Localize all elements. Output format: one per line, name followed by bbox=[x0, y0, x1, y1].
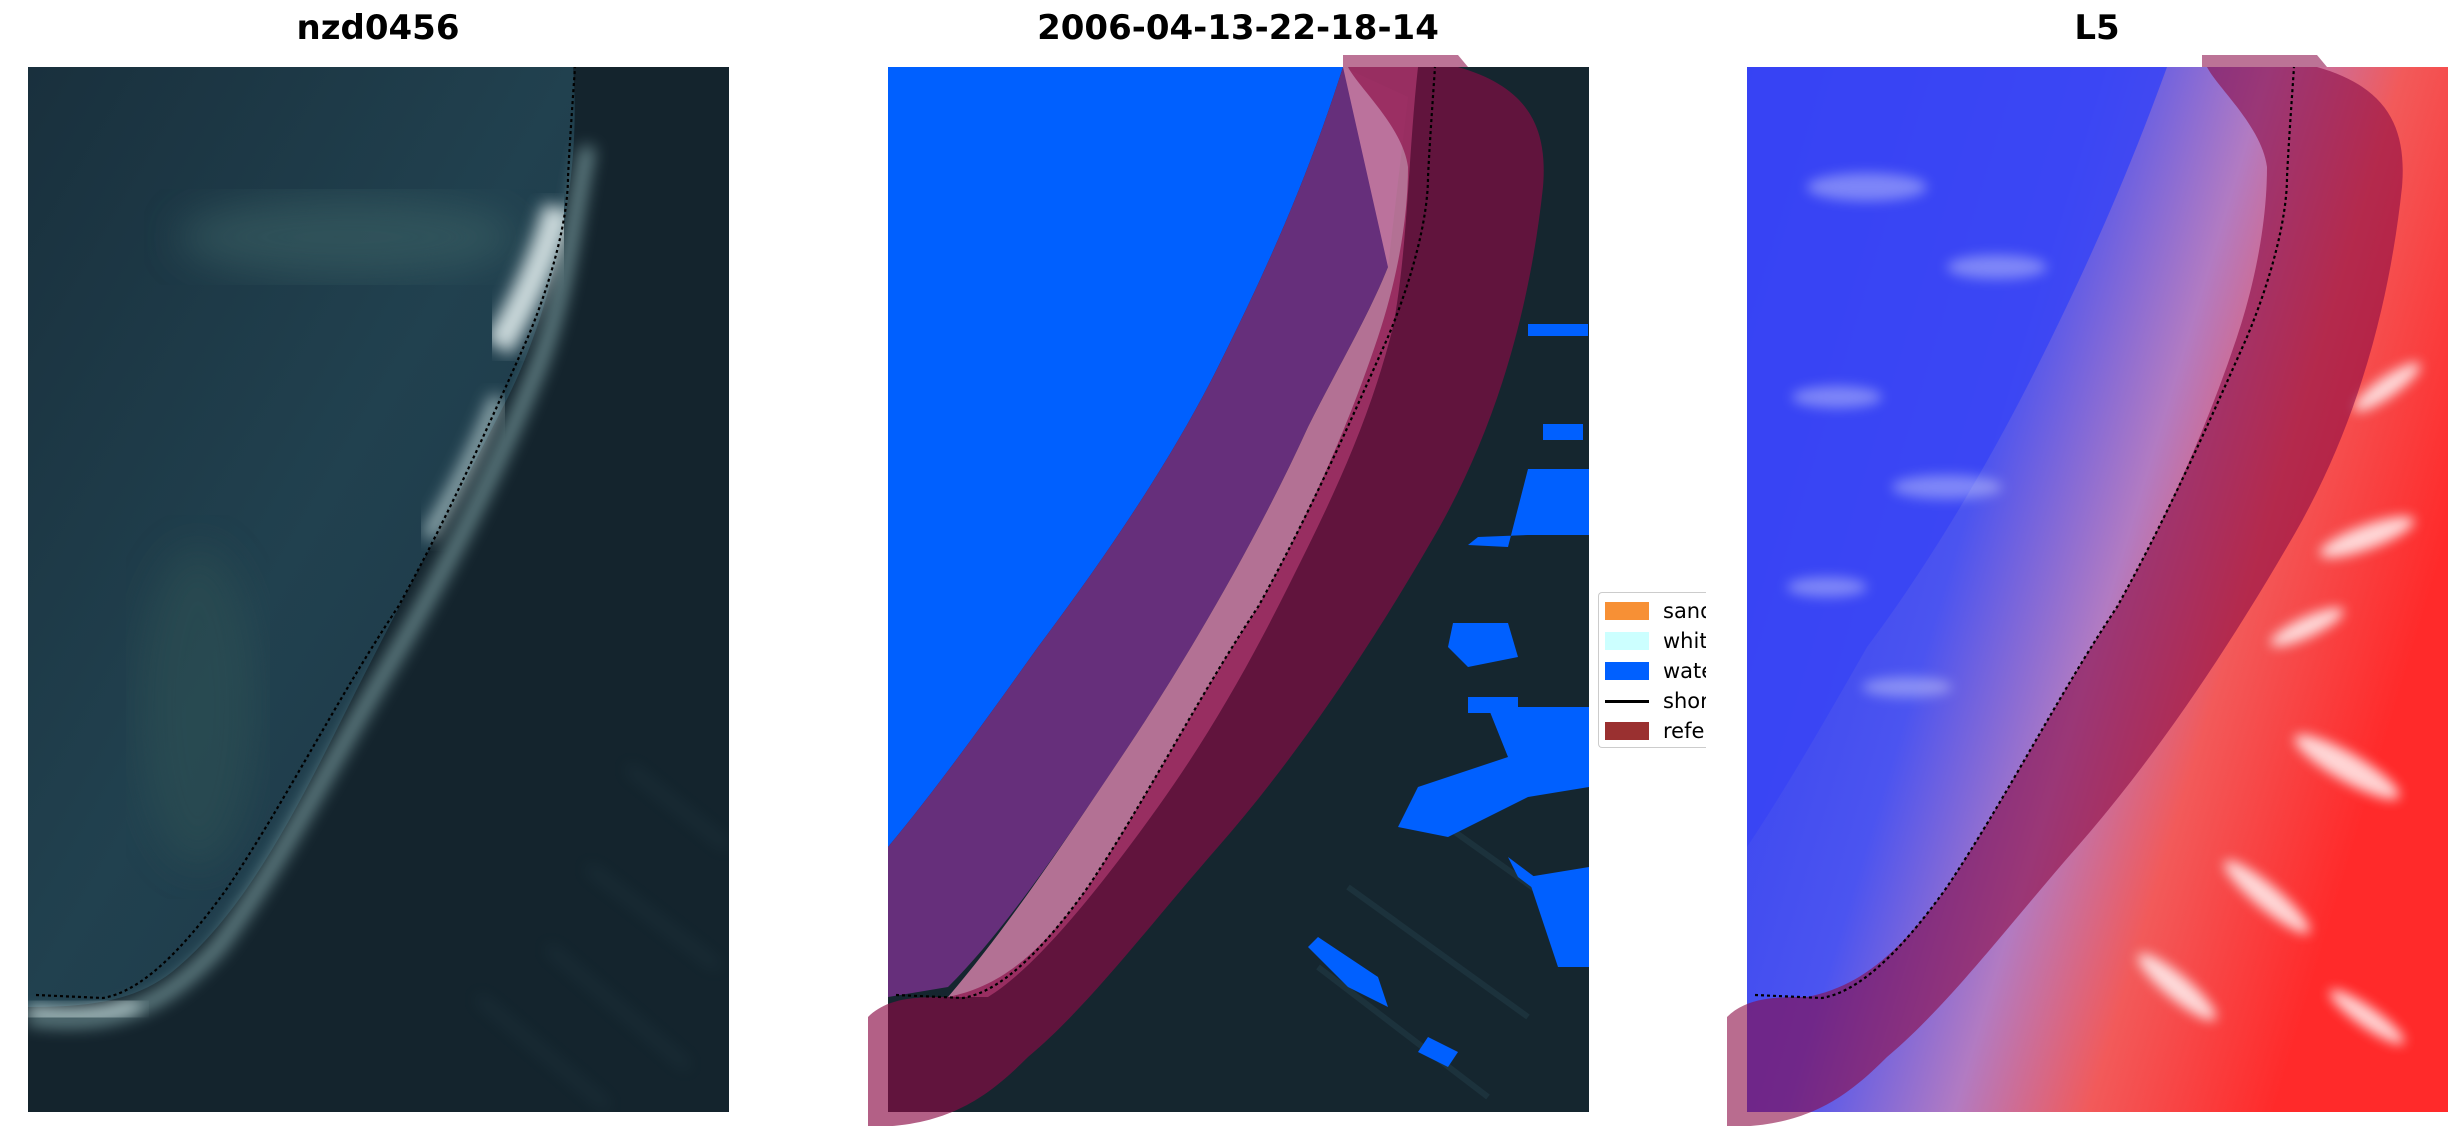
whitewater-swatch-icon bbox=[1605, 632, 1649, 650]
reference-buffer bbox=[1727, 67, 2403, 1126]
legend-item-whitewater: whitewater bbox=[1605, 626, 1706, 656]
legend-label: reference bbox=[1663, 719, 1706, 743]
legend-label: water bbox=[1663, 659, 1706, 683]
water-class-region bbox=[888, 67, 1343, 847]
legend-label: shoreline bbox=[1663, 689, 1706, 713]
rgb-image bbox=[28, 67, 729, 1112]
shoreline-line bbox=[895, 66, 1437, 1000]
panel-title-rgb: nzd0456 bbox=[296, 8, 460, 48]
legend-item-water: water bbox=[1605, 656, 1706, 686]
index-image-panel bbox=[1727, 55, 2448, 1126]
index-image bbox=[1727, 55, 2448, 1126]
reference-buffer bbox=[868, 67, 1544, 1126]
legend-item-sand: sand bbox=[1605, 596, 1706, 626]
classified-image bbox=[868, 55, 1589, 1126]
legend-label: sand bbox=[1663, 599, 1706, 623]
legend: sand whitewater water shoreline referenc… bbox=[1598, 592, 1706, 748]
water-swatch-icon bbox=[1605, 662, 1649, 680]
sand-swatch-icon bbox=[1605, 602, 1649, 620]
legend-label: whitewater bbox=[1663, 629, 1706, 653]
legend-item-shoreline: shoreline bbox=[1605, 686, 1706, 716]
shoreline-line-icon bbox=[1605, 699, 1649, 703]
shoreline-line bbox=[35, 67, 577, 1000]
legend-item-reference: reference bbox=[1605, 716, 1706, 746]
panel-title-index: L5 bbox=[2074, 8, 2120, 48]
reference-swatch-icon bbox=[1605, 722, 1649, 740]
rgb-image-panel bbox=[28, 67, 729, 1112]
panel-title-classified: 2006-04-13-22-18-14 bbox=[1037, 8, 1439, 48]
classified-image-panel bbox=[868, 55, 1589, 1126]
shoreline-line bbox=[1754, 66, 2296, 1000]
